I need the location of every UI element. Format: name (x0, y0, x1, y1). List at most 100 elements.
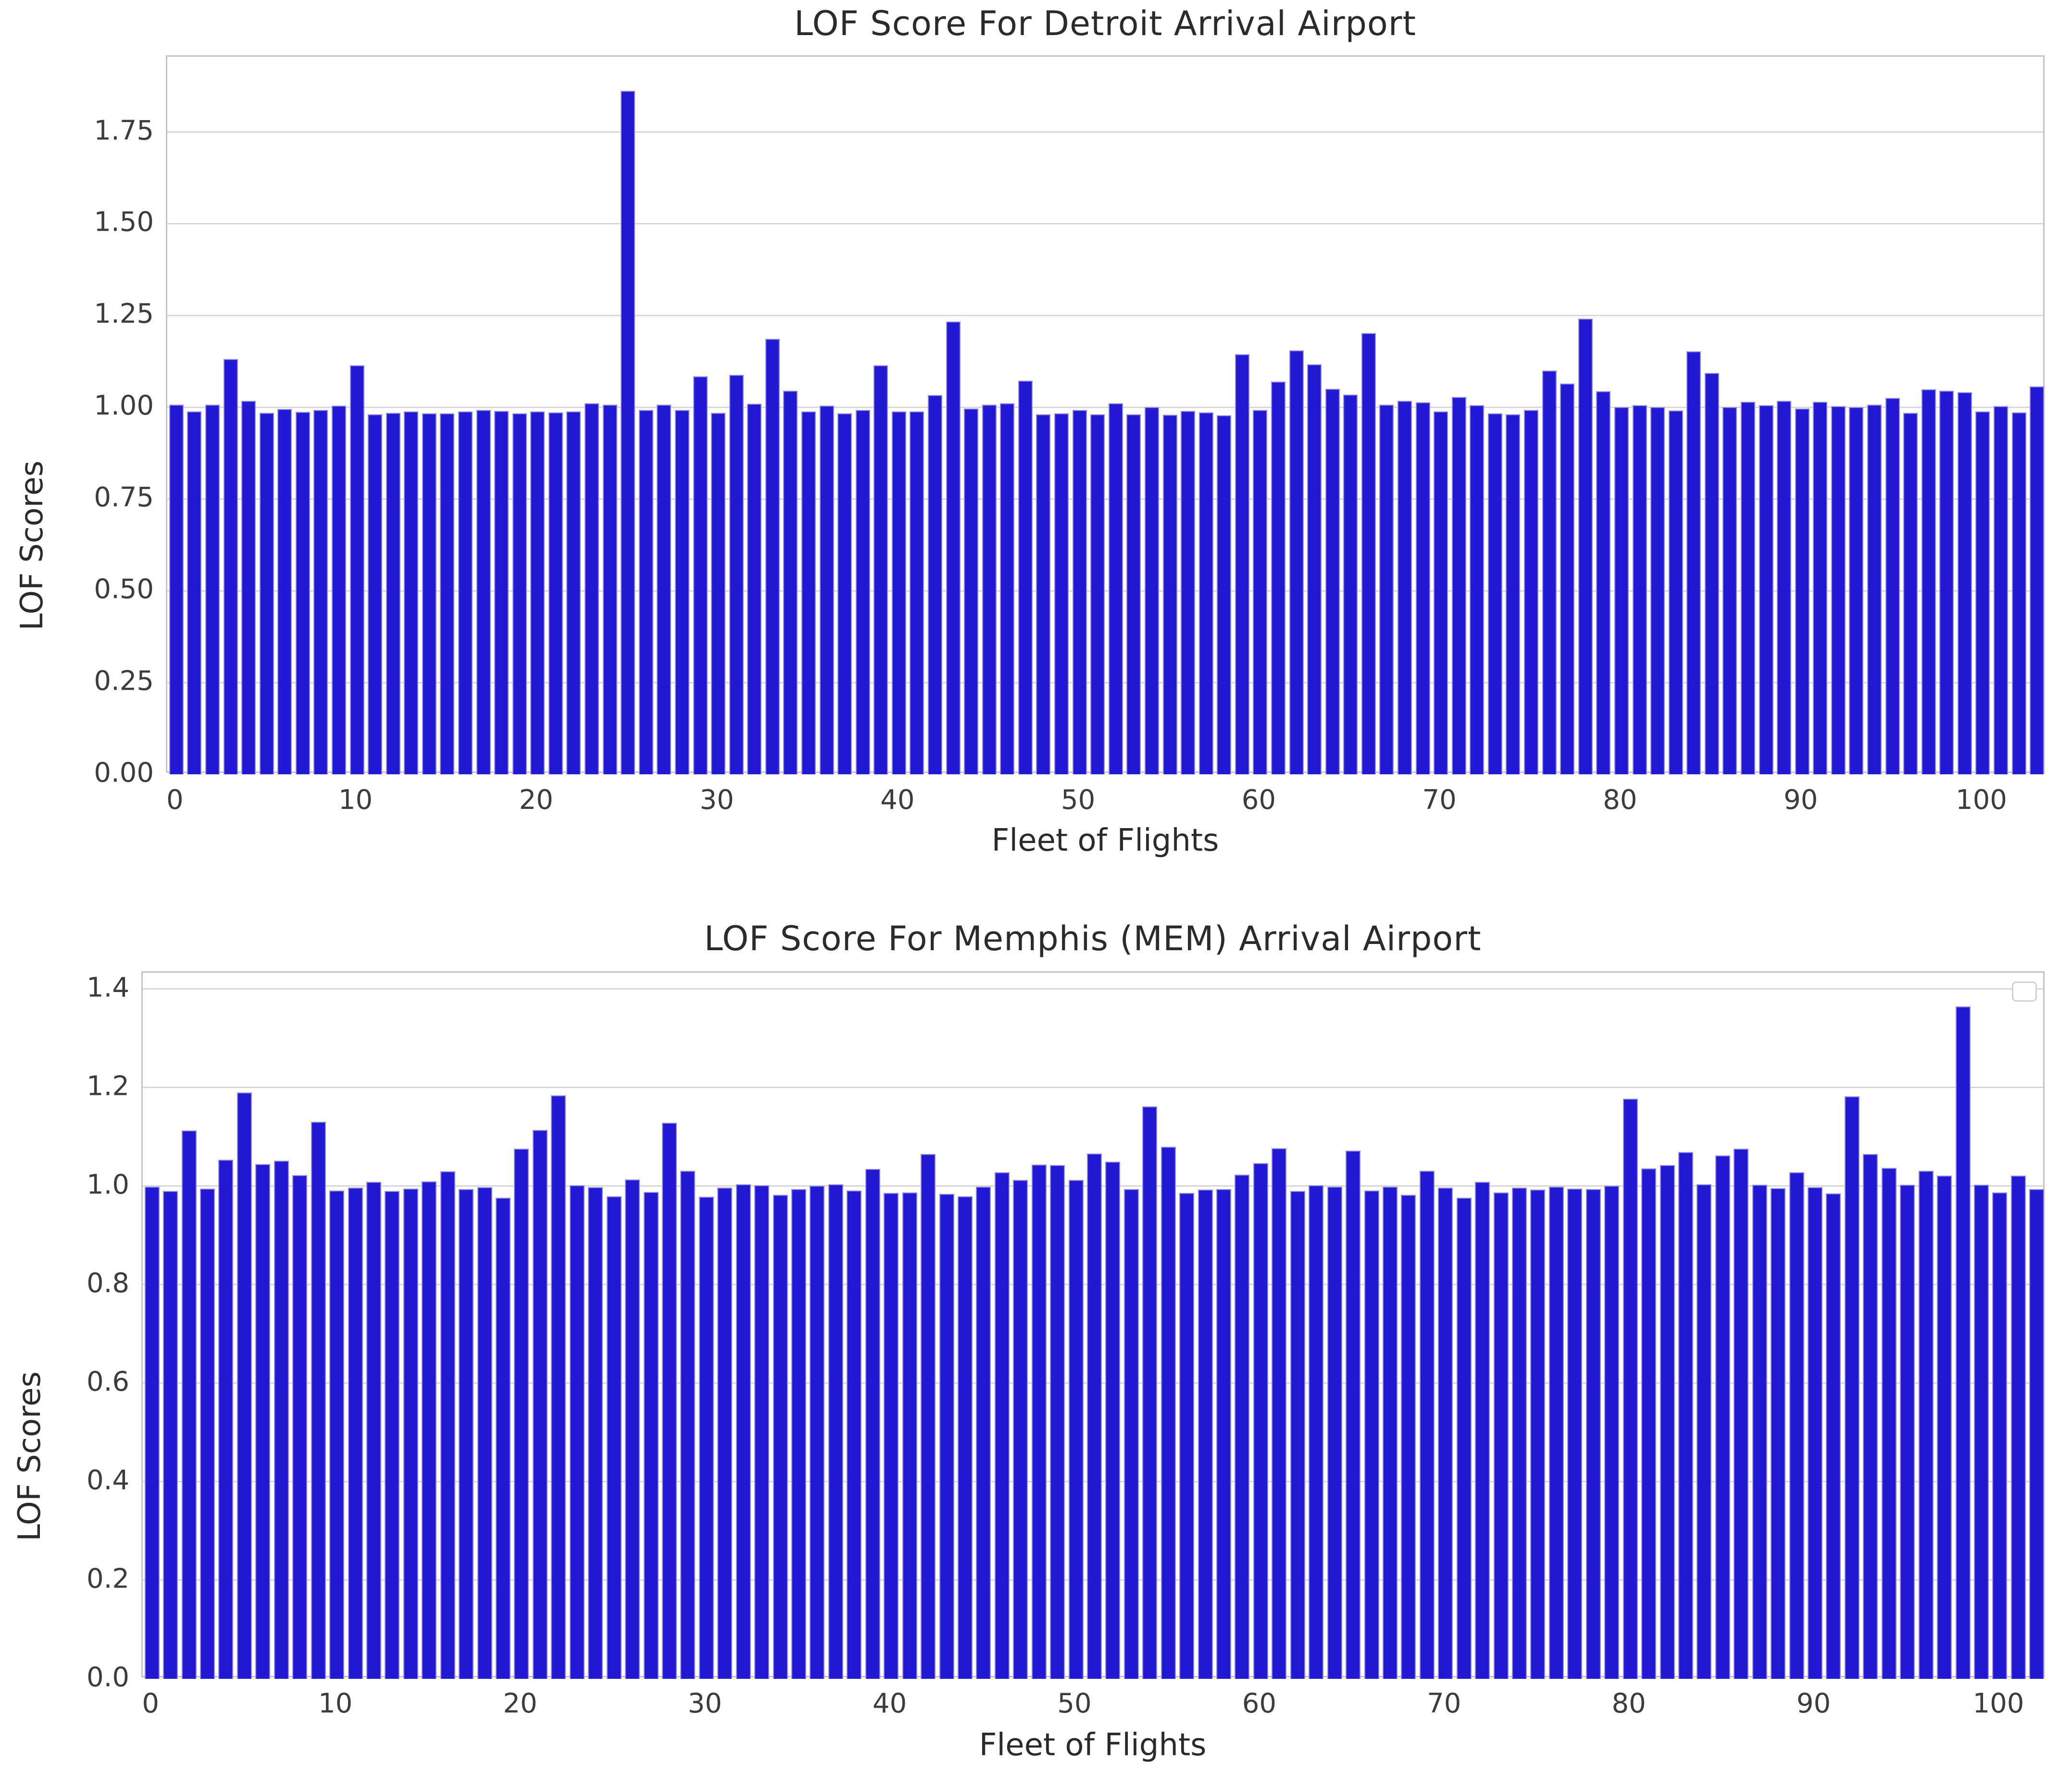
bar-flight-20 (514, 1149, 529, 1679)
x-tick-label: 20 (503, 1688, 537, 1719)
bar-flight-103 (2030, 386, 2044, 774)
y-tick-label: 0.00 (94, 757, 154, 789)
bar-flight-54 (1145, 407, 1159, 774)
bar-flight-94 (1867, 405, 1882, 774)
x-tick-label: 70 (1422, 784, 1457, 816)
chart2-empty-legend-box (2012, 981, 2037, 1002)
x-tick-label: 0 (142, 1688, 160, 1719)
bar-flight-33 (754, 1185, 769, 1679)
x-tick-label: 0 (166, 784, 184, 816)
bar-flight-57 (1199, 412, 1213, 774)
bar-flight-93 (1849, 407, 1863, 774)
bar-flight-99 (1958, 392, 1972, 774)
bar-flight-68 (1401, 1195, 1416, 1679)
bar-flight-21 (549, 412, 563, 774)
bar-flight-39 (874, 365, 888, 774)
bar-flight-41 (902, 1192, 917, 1679)
x-tick-label: 40 (880, 784, 915, 816)
bar-flight-35 (801, 411, 816, 774)
bar-flight-15 (440, 413, 454, 774)
bar-flight-18 (494, 411, 509, 774)
bar-flight-55 (1163, 415, 1177, 774)
bar-flight-101 (1994, 406, 2008, 774)
gridline-y-0.75 (167, 498, 2043, 500)
bar-flight-7 (274, 1161, 289, 1679)
bar-flight-17 (476, 410, 491, 774)
bar-flight-31 (729, 375, 744, 774)
bar-flight-58 (1217, 415, 1231, 774)
bar-flight-37 (837, 413, 852, 774)
bar-flight-81 (1633, 405, 1647, 774)
bar-flight-87 (1752, 1185, 1767, 1679)
bar-flight-34 (783, 391, 798, 774)
bar-flight-82 (1660, 1165, 1675, 1679)
chart1-title: LOF Score For Detroit Arrival Airport (794, 4, 1416, 43)
bar-flight-90 (1808, 1187, 1822, 1679)
bar-flight-74 (1512, 1188, 1527, 1679)
gridline-y-0.50 (167, 590, 2043, 592)
bar-flight-100 (1992, 1192, 2007, 1679)
bar-flight-12 (366, 1182, 381, 1679)
chart2-title: LOF Score For Memphis (MEM) Arrival Airp… (704, 919, 1482, 958)
bar-flight-84 (1697, 1184, 1711, 1679)
bar-flight-89 (1777, 401, 1791, 774)
bar-flight-5 (237, 1092, 252, 1679)
bar-flight-81 (1641, 1168, 1656, 1679)
gridline-y-1.2 (143, 1087, 2043, 1089)
bar-flight-98 (1939, 391, 1954, 774)
bar-flight-56 (1179, 1193, 1194, 1679)
bar-flight-99 (1974, 1185, 1989, 1679)
y-tick-label: 0.6 (86, 1366, 129, 1398)
bar-flight-26 (639, 410, 653, 774)
bar-flight-33 (765, 339, 780, 774)
bar-flight-94 (1882, 1168, 1897, 1679)
bar-flight-57 (1198, 1190, 1213, 1679)
bar-flight-71 (1452, 397, 1466, 774)
x-tick-label: 60 (1242, 1688, 1277, 1719)
bar-flight-42 (921, 1154, 936, 1679)
gridline-y-1.75 (167, 131, 2043, 133)
bar-flight-48 (1032, 1165, 1047, 1679)
bar-flight-65 (1343, 395, 1358, 774)
bar-flight-26 (625, 1179, 640, 1679)
bar-flight-10 (329, 1191, 344, 1679)
bar-flight-79 (1596, 391, 1610, 774)
bar-flight-78 (1586, 1189, 1601, 1679)
x-tick-label: 50 (1057, 1688, 1092, 1719)
bar-flight-22 (551, 1095, 566, 1679)
bar-flight-3 (200, 1189, 215, 1679)
bar-flight-28 (662, 1123, 677, 1679)
bar-flight-38 (856, 410, 870, 774)
x-tick-label: 60 (1241, 784, 1276, 816)
bar-flight-40 (884, 1193, 899, 1679)
chart2-plot-area (141, 971, 2045, 1679)
bar-flight-0 (169, 405, 184, 774)
bar-flight-100 (1975, 411, 1990, 774)
bar-flight-76 (1549, 1187, 1564, 1679)
bar-flight-76 (1542, 371, 1557, 774)
bar-flight-88 (1771, 1188, 1785, 1679)
bar-flight-61 (1272, 1148, 1286, 1679)
bar-flight-98 (1956, 1006, 1971, 1679)
bar-flight-86 (1723, 407, 1737, 774)
bar-flight-20 (530, 411, 545, 774)
x-tick-label: 100 (1972, 1688, 2024, 1719)
bar-flight-67 (1379, 405, 1394, 774)
gridline-y-1.25 (167, 314, 2043, 316)
y-tick-label: 0.0 (86, 1662, 129, 1693)
bar-flight-93 (1863, 1154, 1878, 1679)
bar-flight-83 (1678, 1152, 1693, 1679)
bar-flight-36 (820, 406, 834, 774)
bar-flight-85 (1705, 373, 1719, 774)
y-tick-label: 1.50 (94, 206, 154, 238)
y-tick-label: 1.25 (94, 298, 154, 330)
x-tick-label: 50 (1061, 784, 1096, 816)
bar-flight-97 (1922, 389, 1936, 774)
gridline-y-1.4 (143, 988, 2043, 990)
x-tick-label: 80 (1611, 1688, 1646, 1719)
bar-flight-32 (736, 1184, 751, 1679)
bar-flight-2 (182, 1130, 197, 1679)
chart1-x-axis-label: Fleet of Flights (991, 823, 1219, 858)
bar-flight-45 (976, 1187, 991, 1679)
